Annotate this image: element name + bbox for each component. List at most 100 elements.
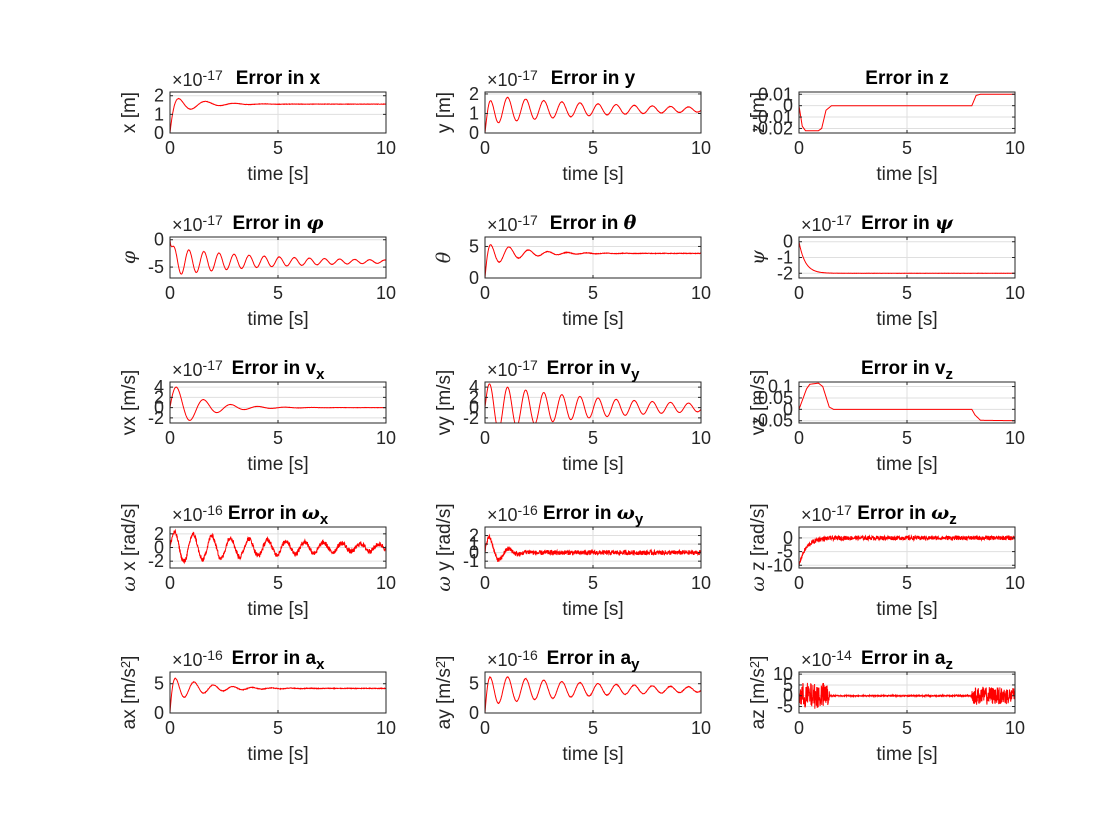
x-axis-label: time [s] bbox=[876, 164, 937, 185]
text-part: Error in a bbox=[232, 648, 317, 669]
text-part: x bbox=[320, 511, 329, 528]
axis-exponent: ×10-16 bbox=[172, 502, 223, 525]
y-tick-label: 0 bbox=[154, 230, 164, 250]
text-part: y bbox=[631, 656, 640, 673]
series-line bbox=[484, 533, 702, 562]
x-tick-label: 0 bbox=[165, 283, 175, 303]
axis-exponent: ×10-17 bbox=[487, 357, 538, 380]
x-tick-label: 5 bbox=[902, 283, 912, 303]
series-line bbox=[798, 382, 1015, 422]
y-tick-label: 0 bbox=[154, 703, 164, 723]
text-part: ω bbox=[433, 576, 455, 592]
subplot-title: Error in ay bbox=[547, 648, 640, 673]
y-axis-label: y [m] bbox=[434, 92, 455, 133]
exponent-base: ×10 bbox=[172, 215, 203, 235]
text-part: ay [m/s bbox=[434, 668, 455, 729]
text-part: ω bbox=[931, 502, 949, 524]
axis-exponent: ×10-16 bbox=[487, 502, 538, 525]
series-line bbox=[798, 93, 1015, 132]
x-axis-label: time [s] bbox=[247, 599, 308, 620]
y-tick-label: -2 bbox=[463, 408, 479, 428]
y-tick-label: 0.01 bbox=[758, 84, 793, 104]
exponent-base: ×10 bbox=[801, 215, 832, 235]
x-axis-label: time [s] bbox=[876, 309, 937, 330]
axis-exponent: ×10-16 bbox=[172, 647, 223, 670]
x-tick-label: 0 bbox=[165, 573, 175, 593]
x-axis-label: time [s] bbox=[562, 454, 623, 475]
text-part: z [m] bbox=[748, 92, 769, 133]
text-part: 2 bbox=[118, 661, 133, 668]
series-line bbox=[169, 97, 387, 134]
y-tick-label: 5 bbox=[469, 674, 479, 694]
y-tick-label: -2 bbox=[148, 551, 164, 571]
subplot-title: Error in ωx bbox=[228, 502, 329, 528]
y-axis-label: φ bbox=[118, 250, 140, 264]
exponent-power: -17 bbox=[203, 212, 223, 228]
x-axis-label: time [s] bbox=[562, 744, 623, 765]
y-tick-label: -5 bbox=[777, 542, 793, 562]
subplot-title: Error in vx bbox=[232, 358, 325, 383]
text-part: φ bbox=[118, 250, 140, 264]
exponent-power: -16 bbox=[518, 502, 538, 518]
exponent-power: -17 bbox=[203, 67, 223, 83]
y-tick-label: -0.01 bbox=[752, 107, 793, 127]
x-tick-label: 0 bbox=[794, 573, 804, 593]
text-part: Error in bbox=[232, 213, 306, 234]
exponent-base: ×10 bbox=[487, 505, 518, 525]
text-part: z [rad/s] bbox=[748, 503, 769, 576]
y-axis-label: vx [m/s] bbox=[119, 370, 140, 435]
text-part: ω bbox=[617, 502, 635, 524]
y-tick-label: 0 bbox=[783, 686, 793, 706]
text-part: Error in a bbox=[547, 648, 632, 669]
exponent-power: -17 bbox=[832, 502, 852, 518]
y-axis-label: x [m] bbox=[119, 92, 140, 133]
y-axis-label: ay [m/s2] bbox=[433, 656, 455, 730]
x-axis-label: time [s] bbox=[247, 454, 308, 475]
x-tick-label: 10 bbox=[691, 573, 711, 593]
y-tick-label: 5 bbox=[154, 674, 164, 694]
series-line bbox=[484, 244, 702, 279]
x-tick-label: 0 bbox=[165, 138, 175, 158]
axis-exponent: ×10-17 bbox=[487, 67, 538, 90]
x-tick-label: 5 bbox=[902, 718, 912, 738]
text-part: y [m] bbox=[434, 92, 455, 133]
y-tick-label: -1 bbox=[463, 551, 479, 571]
x-axis-label: time [s] bbox=[876, 454, 937, 475]
exponent-power: -17 bbox=[203, 357, 223, 373]
series-line bbox=[169, 677, 387, 713]
axis-exponent: ×10-17 bbox=[487, 212, 538, 235]
subplot-title: Error in ax bbox=[232, 648, 325, 673]
text-part: z bbox=[945, 366, 953, 383]
exponent-base: ×10 bbox=[172, 650, 203, 670]
text-part: Error in z bbox=[865, 68, 948, 89]
x-tick-label: 10 bbox=[1005, 428, 1025, 448]
x-tick-label: 5 bbox=[902, 138, 912, 158]
x-tick-label: 0 bbox=[794, 283, 804, 303]
text-part: x [m] bbox=[119, 92, 140, 133]
text-part: Error in bbox=[861, 213, 935, 234]
text-part: x bbox=[316, 656, 325, 673]
y-tick-label: 2 bbox=[154, 524, 164, 544]
x-axis-label: time [s] bbox=[562, 309, 623, 330]
series-line bbox=[798, 534, 1016, 566]
series-line bbox=[484, 675, 702, 714]
y-tick-label: 2 bbox=[469, 387, 479, 407]
x-axis-label: time [s] bbox=[876, 599, 937, 620]
exponent-power: -17 bbox=[518, 212, 538, 228]
exponent-power: -17 bbox=[832, 212, 852, 228]
text-part: ω bbox=[747, 576, 769, 592]
axis-exponent: ×10-17 bbox=[172, 67, 223, 90]
y-tick-label: 2 bbox=[469, 84, 479, 104]
x-tick-label: 5 bbox=[902, 573, 912, 593]
exponent-power: -16 bbox=[203, 647, 223, 663]
series-line bbox=[484, 96, 702, 133]
text-part: Error in x bbox=[236, 68, 321, 89]
y-tick-label: -0.05 bbox=[752, 411, 793, 431]
text-part: az [m/s bbox=[748, 668, 769, 729]
exponent-base: ×10 bbox=[487, 70, 518, 90]
